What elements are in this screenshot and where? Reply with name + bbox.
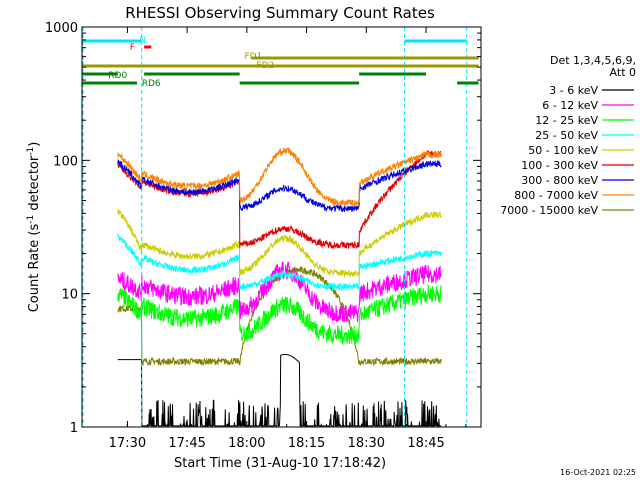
series-line-50-100keV bbox=[117, 209, 442, 278]
axes: 17:30 17:45 18:00 18:15 18:30 18:45 1 10 100 1000 bbox=[45, 21, 481, 451]
legend-header-1: Att 0 bbox=[610, 66, 636, 79]
legend-label-7: 800 - 7000 keV bbox=[514, 189, 598, 202]
series-line-25-50keV bbox=[117, 233, 442, 292]
y-label-part: detector bbox=[27, 155, 42, 215]
x-tick-label-4: 18:30 bbox=[348, 436, 385, 451]
y-label-part: ) bbox=[27, 142, 42, 147]
y-label-superscript: -1 bbox=[26, 215, 36, 224]
y-label-superscript: -1 bbox=[26, 147, 36, 156]
x-tick-label-3: 18:15 bbox=[288, 436, 325, 451]
series-line-3-6keV bbox=[117, 354, 442, 427]
legend-label-0: 3 - 6 keV bbox=[549, 84, 598, 97]
y-label-part: Count Rate (s bbox=[27, 224, 42, 313]
x-tick-label-0: 17:30 bbox=[109, 436, 146, 451]
x-tick-label-2: 18:00 bbox=[228, 436, 265, 451]
plot-area bbox=[82, 27, 468, 427]
legend-label-2: 12 - 25 keV bbox=[535, 114, 598, 127]
y-tick-label-2: 100 bbox=[53, 154, 78, 169]
flag-label-fd2: FD2 bbox=[256, 61, 274, 71]
y-axis-label: Count Rate (s-1 detector-1) bbox=[26, 142, 42, 313]
series-line-300-800keV bbox=[117, 158, 442, 213]
legend-label-4: 50 - 100 keV bbox=[528, 144, 598, 157]
legend-label-1: 6 - 12 keV bbox=[542, 99, 598, 112]
legend: Det 1,3,4,5,6,9,Att 0 3 - 6 keV 6 - 12 keV… bbox=[500, 54, 636, 217]
legend-label-8: 7000 - 15000 keV bbox=[500, 204, 598, 217]
timestamp: 16-Oct-2021 02:25 bbox=[560, 468, 636, 477]
flag-label-rd0: RD0 bbox=[108, 71, 127, 81]
legend-label-5: 100 - 300 keV bbox=[521, 159, 598, 172]
series-line-800-7000keV bbox=[117, 146, 442, 207]
x-axis-label: Start Time (31-Aug-10 17:18:42) bbox=[174, 456, 386, 471]
legend-label-3: 25 - 50 keV bbox=[535, 129, 598, 142]
x-tick-label-5: 18:45 bbox=[407, 436, 444, 451]
y-tick-label-0: 1 bbox=[70, 421, 78, 436]
series-line-12-25keV bbox=[117, 284, 442, 346]
flag-label-rd6: RD6 bbox=[142, 79, 161, 89]
x-tick-label-1: 17:45 bbox=[168, 436, 205, 451]
flag-label-f: F bbox=[130, 43, 135, 53]
series-line-6-12keV bbox=[117, 261, 442, 323]
flag-label-fd1: FD1 bbox=[244, 52, 262, 62]
flag-label-n: N bbox=[139, 36, 146, 46]
legend-label-6: 300 - 800 keV bbox=[521, 174, 598, 187]
legend-header-0: Det 1,3,4,5,6,9, bbox=[550, 54, 636, 67]
y-tick-label-3: 1000 bbox=[45, 21, 78, 36]
chart-title: RHESSI Observing Summary Count Rates bbox=[125, 4, 435, 22]
plot-frame bbox=[81, 26, 482, 428]
y-tick-label-1: 10 bbox=[61, 288, 78, 303]
